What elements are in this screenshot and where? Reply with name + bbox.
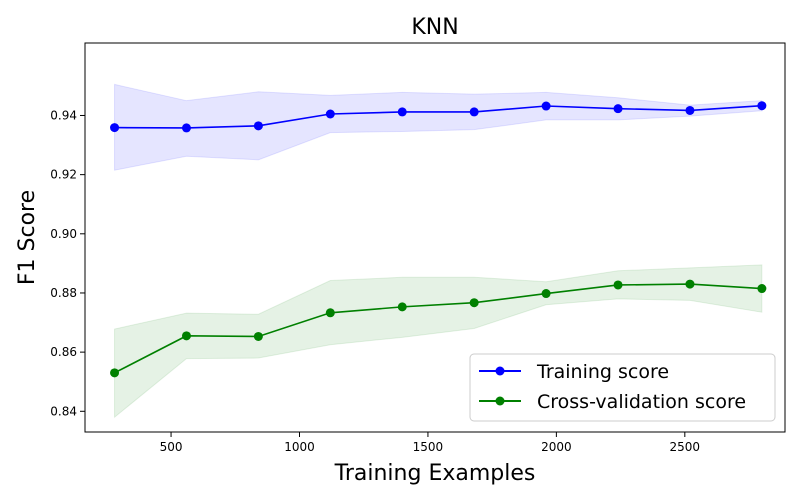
training-score-point [685,105,695,115]
y-axis-label: F1 Score [15,190,40,285]
legend-training-label: Training score [536,361,669,383]
confidence-bands [114,83,763,419]
x-tick-label: 2500 [670,440,701,454]
plot-area-frame [84,42,786,433]
training-score-line [114,104,762,129]
training-score-point [469,107,479,117]
cv-score-point [397,302,407,312]
x-tick-label: 1500 [413,440,444,454]
x-axis-label: Training Examples [334,461,536,486]
y-tick-label: 0.94 [50,108,77,122]
series-lines [114,104,762,374]
training-score-point [397,107,407,117]
training-score-point [181,123,191,133]
training-score-point [110,123,120,133]
cv-score-point [685,279,695,289]
training-score-point [253,121,263,131]
cv-score-point [541,289,551,299]
y-tick-label: 0.90 [50,227,77,241]
y-tick-label: 0.86 [50,345,77,359]
legend-box [469,353,776,422]
x-tick-label: 500 [160,440,183,454]
training-score-point [541,101,551,111]
training-score-point [757,101,767,111]
cv-score-point [613,280,623,290]
x-tick-label: 1000 [284,440,315,454]
legend-training-marker [495,366,505,376]
cv-score-point [253,331,263,341]
y-tick-label: 0.88 [50,286,77,300]
training-score-point [613,104,623,114]
legend-cv-marker [495,396,505,406]
training-score-point [325,109,335,119]
training-score-band [114,83,763,171]
series-markers [110,101,767,378]
y-axis-ticks: 0.84 0.86 0.88 0.90 0.92 0.94 [50,108,85,418]
x-tick-label: 2000 [541,440,572,454]
y-tick-label: 0.92 [50,168,77,182]
chart-title: KNN [411,15,458,40]
x-axis-ticks: 500 1000 1500 2000 2500 [160,432,700,454]
cv-score-line [114,283,762,374]
legend: Training score Cross-validation score [469,353,776,422]
y-tick-label: 0.84 [50,404,77,418]
cv-score-point [181,331,191,341]
cv-score-point [110,368,120,378]
cv-score-point [469,298,479,308]
cv-score-point [325,308,335,318]
legend-cv-label: Cross-validation score [537,391,746,413]
cv-score-band [114,264,763,419]
cv-score-point [757,284,767,294]
